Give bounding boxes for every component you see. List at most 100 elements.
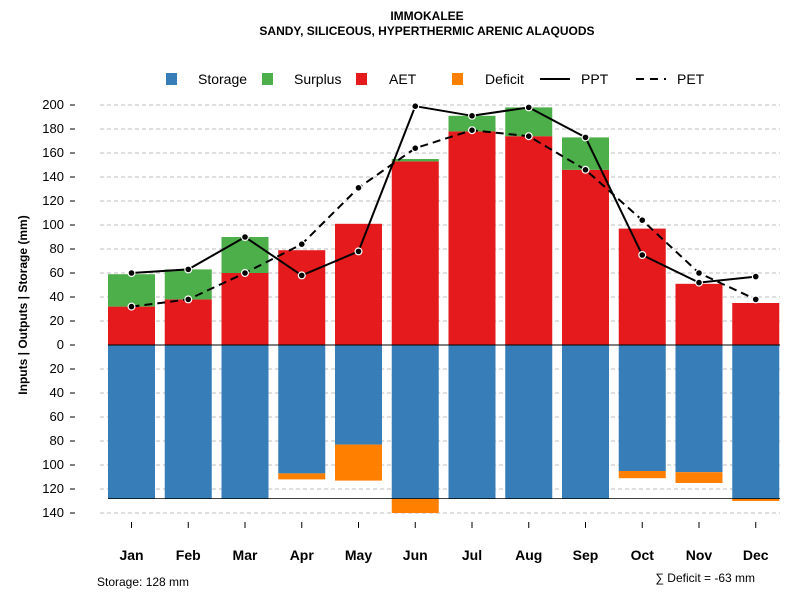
- storage-bar: [278, 345, 326, 474]
- aet-bar: [221, 273, 269, 345]
- storage-bar: [562, 345, 609, 499]
- x-tick-label: May: [345, 547, 372, 563]
- deficit-bar: [675, 472, 723, 483]
- pet-line: [131, 129, 757, 308]
- storage-bar: [391, 345, 439, 499]
- aet-bar: [448, 131, 496, 345]
- surplus-bar: [505, 107, 553, 137]
- storage-bar: [221, 345, 269, 499]
- y-tick-label: 120: [42, 481, 64, 496]
- chart-subtitle: SANDY, SILICEOUS, HYPERTHERMIC ARENIC AL…: [259, 24, 594, 38]
- pet-point: [468, 126, 477, 135]
- storage-bar: [448, 345, 496, 499]
- storage-bar: [732, 345, 780, 499]
- x-tick-label: Jul: [462, 547, 482, 563]
- x-tick-label: Oct: [631, 547, 655, 563]
- ppt-point: [638, 251, 647, 260]
- y-tick-label: 60: [50, 409, 64, 424]
- pet-point: [524, 132, 533, 141]
- pet-point: [751, 295, 760, 304]
- y-tick-label: 80: [50, 433, 64, 448]
- deficit-bar: [732, 498, 780, 501]
- storage-footnote: Storage: 128 mm: [97, 575, 189, 589]
- legend-label: Surplus: [294, 71, 341, 87]
- aet-bar: [391, 161, 439, 345]
- legend-label: Deficit: [485, 71, 524, 87]
- y-tick-label: 160: [42, 145, 64, 160]
- aet-bar: [164, 299, 212, 345]
- ppt-point: [297, 271, 306, 280]
- y-tick-label: 200: [42, 97, 64, 112]
- x-tick-label: Jan: [119, 547, 143, 563]
- aet-bar: [732, 303, 780, 345]
- surplus-bar: [391, 159, 439, 162]
- legend-swatch-surplus: [262, 73, 273, 85]
- legend-label: Storage: [198, 71, 247, 87]
- y-tick-label: 140: [42, 169, 64, 184]
- pet-point: [184, 295, 193, 304]
- ppt-point: [524, 103, 533, 112]
- pet-point: [581, 165, 590, 174]
- surplus-bar: [108, 274, 155, 307]
- storage-bar: [108, 345, 155, 499]
- deficit-bar: [278, 473, 326, 480]
- y-tick-label: 20: [50, 361, 64, 376]
- x-tick-label: Apr: [290, 547, 315, 563]
- deficit-sum-footnote: ∑ Deficit = -63 mm: [655, 571, 755, 585]
- chart-title: IMMOKALEE: [390, 9, 463, 23]
- x-tick-label: Feb: [176, 547, 201, 563]
- deficit-bar: [618, 471, 666, 479]
- ppt-point: [581, 133, 590, 142]
- ppt-point: [751, 272, 760, 281]
- ppt-point: [411, 102, 420, 111]
- ppt-point: [241, 233, 250, 242]
- x-tick-label: Nov: [686, 547, 713, 563]
- ppt-point: [694, 278, 703, 287]
- aet-bar: [562, 169, 609, 345]
- surplus-bar: [221, 237, 269, 273]
- y-tick-label: 0: [57, 337, 64, 352]
- legend-label: AET: [389, 71, 417, 87]
- deficit-bar: [391, 498, 439, 513]
- x-tick-label: Dec: [743, 547, 769, 563]
- storage-bar: [335, 345, 382, 445]
- deficit-bar: [335, 444, 382, 481]
- ppt-point: [354, 247, 363, 256]
- y-tick-label: 60: [50, 265, 64, 280]
- ppt-point: [127, 269, 136, 278]
- aet-bar: [108, 306, 155, 345]
- x-tick-label: Jun: [403, 547, 428, 563]
- y-axis-label: Inputs | Outputs | Storage (mm): [16, 215, 30, 394]
- pet-point: [354, 183, 363, 192]
- gridlines: [100, 104, 780, 514]
- ppt-point: [184, 265, 193, 274]
- y-tick-label: 100: [42, 457, 64, 472]
- ppt-point: [468, 111, 477, 120]
- axes: 2001801601401201008060402002040608010012…: [42, 97, 769, 563]
- y-tick-label: 40: [50, 289, 64, 304]
- legend-label: PET: [677, 71, 705, 87]
- aet-bar: [618, 228, 666, 345]
- pet-point: [127, 302, 136, 311]
- pet-point: [694, 269, 703, 278]
- pet-point: [638, 216, 647, 225]
- storage-bar: [164, 345, 212, 499]
- bars: [108, 107, 780, 513]
- aet-bar: [505, 136, 553, 345]
- surplus-bar: [164, 269, 212, 300]
- storage-bar: [675, 345, 723, 473]
- y-tick-label: 120: [42, 193, 64, 208]
- x-tick-label: Aug: [515, 547, 542, 563]
- legend-swatch-storage: [166, 73, 177, 85]
- y-tick-label: 180: [42, 121, 64, 136]
- legend-label: PPT: [581, 71, 609, 87]
- y-tick-label: 80: [50, 241, 64, 256]
- storage-bar: [618, 345, 666, 471]
- legend-swatch-deficit: [452, 73, 463, 85]
- surplus-bar: [448, 115, 496, 132]
- lines: [127, 102, 760, 311]
- aet-bar: [335, 223, 382, 345]
- pet-point: [241, 269, 250, 278]
- legend-swatch-aet: [356, 73, 367, 85]
